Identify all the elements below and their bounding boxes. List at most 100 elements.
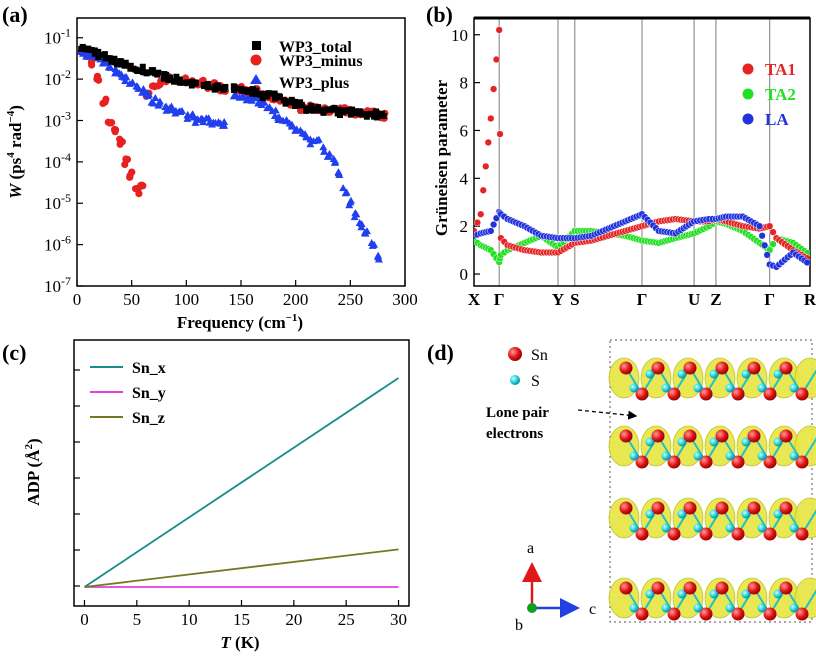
sn-atom [683, 501, 697, 515]
s-atom [709, 509, 719, 519]
total-point [243, 87, 250, 94]
plus-point [214, 118, 223, 126]
total-point [323, 106, 330, 113]
plus-point [188, 110, 197, 118]
panel-c-letter: (c) [2, 340, 26, 365]
la-point [763, 251, 771, 259]
plus-point [134, 84, 143, 92]
total-point [313, 107, 320, 114]
sn-atom [651, 429, 665, 443]
total-point [154, 71, 161, 78]
kpath-label: U [688, 290, 700, 309]
plus-point [208, 120, 217, 128]
total-point [91, 50, 98, 57]
ta1-point [482, 162, 490, 171]
total-point [287, 99, 294, 106]
minus-point [99, 99, 107, 108]
plus-point [306, 140, 315, 148]
total-point [298, 101, 305, 108]
axis-c-label: c [589, 601, 596, 618]
total-point [95, 48, 102, 55]
s-atom-icon [510, 375, 520, 385]
total-point [308, 102, 315, 109]
total-point [270, 90, 277, 97]
ta2-point [769, 240, 777, 248]
total-point [176, 78, 183, 85]
sn-atom [747, 581, 761, 595]
ta1-point [487, 114, 495, 123]
legend-label-plus: WP3_plus [279, 75, 349, 92]
panel-d-letter: (d) [427, 340, 454, 365]
plus-point [360, 228, 369, 236]
sn-atom [715, 581, 729, 595]
kpath-label: R [804, 290, 816, 309]
sn-atom [747, 429, 761, 443]
total-point [122, 59, 129, 66]
y-tick-label: 10-6 [44, 233, 71, 255]
plus-point [111, 64, 120, 72]
y-tick-label: 10-7 [44, 274, 71, 296]
sn-atom [699, 607, 713, 621]
panel-c: (c) 0 5 10 15 20 25 30 T (K) ADP (Å2) Sn_x Sn_… [2, 339, 410, 652]
minus-point [87, 58, 96, 67]
plus-point [325, 149, 334, 157]
ta1-point [769, 228, 777, 236]
sn-atom [779, 581, 793, 595]
sn-atom [619, 361, 633, 375]
plus-point [253, 94, 262, 102]
plus-point [161, 103, 170, 111]
panel-b-plot-area [474, 26, 810, 271]
legend-label-sn: Sn [531, 347, 548, 364]
plus-point [268, 107, 277, 115]
total-point [357, 110, 364, 117]
plus-point [260, 98, 269, 106]
total-point [335, 106, 342, 113]
total-point [150, 67, 157, 74]
total-point [364, 111, 371, 118]
s-atom [693, 383, 703, 393]
plus-point [106, 63, 115, 71]
total-point [171, 78, 178, 85]
kpath-label: Z [710, 290, 721, 309]
x-tick-label: 200 [283, 290, 309, 309]
plus-point [98, 59, 107, 67]
s-atom [741, 437, 751, 447]
kpath-label: Γ [764, 290, 775, 309]
x-tick-label: 25 [338, 610, 355, 629]
legend-marker-la [742, 113, 754, 125]
s-atom [757, 383, 767, 393]
sn-atom [763, 527, 777, 541]
total-point [259, 90, 266, 97]
sn-atom [779, 501, 793, 515]
total-point [379, 110, 386, 117]
s-atom [661, 523, 671, 533]
plus-point [275, 113, 284, 121]
s-atom [693, 603, 703, 613]
sn-atom [763, 387, 777, 401]
total-point [173, 73, 180, 80]
plus-point [319, 143, 328, 151]
s-atom [757, 523, 767, 533]
sn-atom [651, 581, 665, 595]
legend-label-la: LA [765, 110, 789, 129]
x-tick-label: 150 [228, 290, 254, 309]
total-point [211, 86, 218, 93]
total-point [222, 83, 229, 90]
plus-point [175, 107, 184, 115]
sn-atom [667, 455, 681, 469]
total-point [373, 108, 380, 115]
sn-atom [635, 607, 649, 621]
plus-point [149, 99, 158, 107]
total-point [237, 85, 244, 92]
sn-atom [763, 607, 777, 621]
s-atom [773, 369, 783, 379]
annotation-line1: Lone pair [486, 405, 549, 421]
kpath-label: Γ [494, 290, 505, 309]
sn-atom [731, 387, 745, 401]
plus-point [120, 73, 129, 81]
sn-atom [683, 361, 697, 375]
y-tick-label: 8 [460, 74, 469, 93]
plus-point [218, 121, 227, 129]
legend-marker-minus [250, 54, 262, 66]
